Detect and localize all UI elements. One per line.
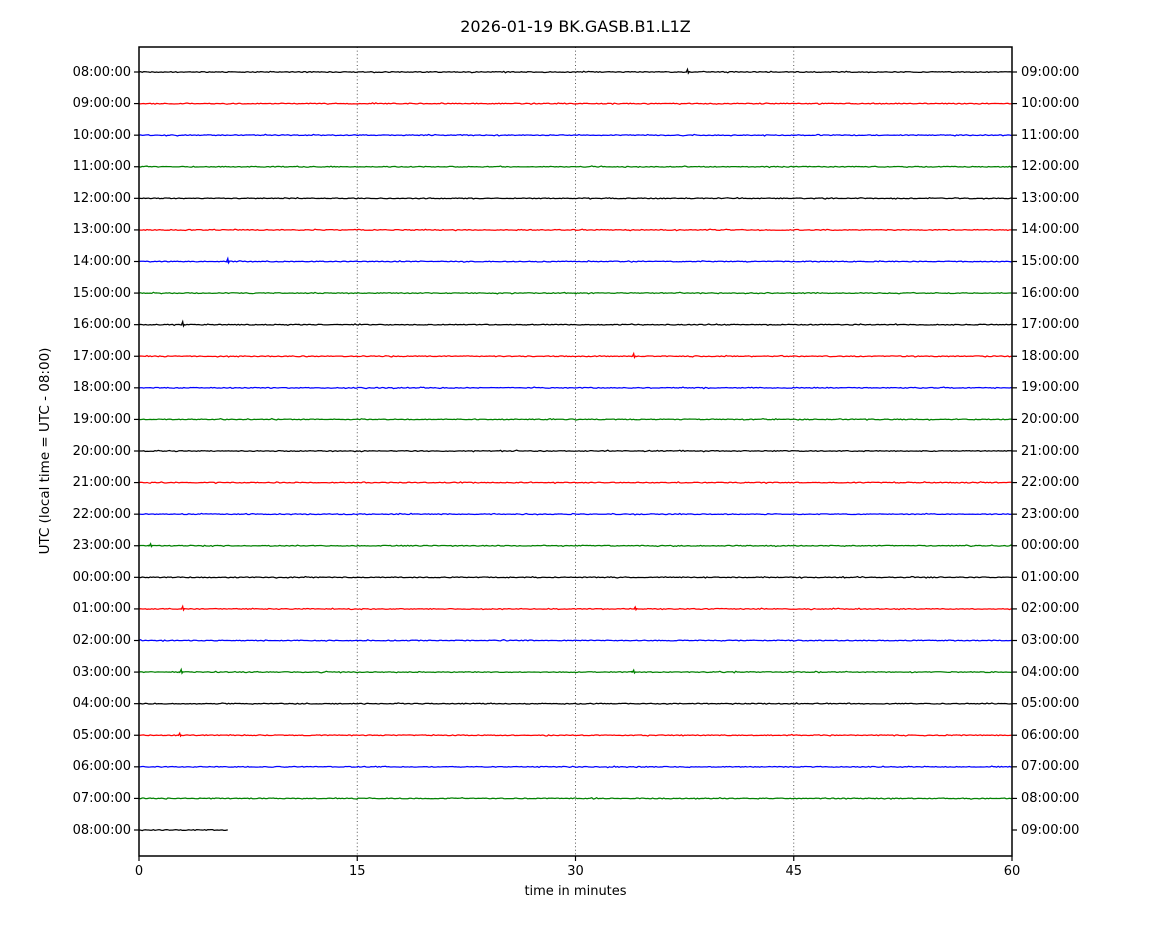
x-tick-label: 15 [348, 864, 366, 879]
local-time-label: 08:00:00 [1021, 790, 1080, 806]
utc-time-label: 21:00:00 [72, 475, 131, 491]
seismic-trace [138, 828, 228, 832]
utc-time-label: 06:00:00 [72, 759, 131, 775]
seismic-trace [138, 133, 1013, 137]
seismic-trace [138, 449, 1013, 453]
utc-time-label: 10:00:00 [72, 127, 131, 143]
seismic-trace [138, 417, 1013, 421]
utc-time-label: 14:00:00 [72, 254, 131, 269]
local-time-label: 21:00:00 [1021, 443, 1080, 459]
local-time-label: 05:00:00 [1021, 696, 1080, 712]
utc-time-label: 08:00:00 [72, 64, 131, 80]
local-time-label: 17:00:00 [1021, 317, 1080, 333]
local-time-label: 19:00:00 [1021, 380, 1080, 396]
utc-time-label: 15:00:00 [72, 285, 131, 301]
x-tick-label: 45 [785, 864, 803, 879]
x-axis-label: time in minutes [524, 884, 627, 899]
seismic-trace [138, 256, 1013, 265]
seismic-trace [138, 196, 1013, 200]
seismic-trace [138, 291, 1013, 295]
utc-time-label: 20:00:00 [72, 443, 131, 459]
utc-time-label: 00:00:00 [72, 569, 131, 585]
utc-time-label: 08:00:00 [72, 822, 131, 838]
seismic-trace [138, 481, 1013, 485]
utc-time-label: 22:00:00 [72, 506, 131, 522]
utc-time-label: 09:00:00 [72, 96, 131, 112]
y-axis-label: UTC (local time = UTC - 08:00) [37, 347, 53, 555]
seismic-trace [138, 638, 1013, 643]
local-time-label: 16:00:00 [1021, 285, 1080, 301]
utc-time-label: 11:00:00 [72, 159, 131, 175]
utc-time-label: 13:00:00 [72, 222, 131, 238]
utc-time-label: 16:00:00 [72, 317, 131, 333]
local-time-label: 14:00:00 [1021, 222, 1080, 238]
seismic-trace [138, 386, 1013, 390]
utc-time-label: 23:00:00 [72, 538, 131, 554]
seismic-trace [138, 797, 1013, 800]
local-time-label: 22:00:00 [1021, 475, 1080, 491]
seismic-trace [138, 351, 1013, 359]
plot-frame [138, 46, 1013, 857]
x-tick-label: 30 [567, 864, 584, 879]
local-time-label: 09:00:00 [1021, 822, 1080, 838]
seismic-trace [138, 604, 1013, 612]
local-time-label: 13:00:00 [1021, 190, 1080, 206]
utc-time-label: 02:00:00 [72, 633, 131, 648]
seismic-trace [138, 702, 1013, 706]
seismic-trace [138, 575, 1013, 579]
seismic-trace [138, 228, 1013, 232]
local-time-label: 12:00:00 [1021, 159, 1080, 175]
local-time-label: 09:00:00 [1021, 64, 1080, 80]
seismic-trace [138, 731, 1013, 738]
utc-time-label: 12:00:00 [72, 190, 131, 206]
x-tick-label: 60 [1003, 864, 1021, 879]
local-time-label: 23:00:00 [1021, 506, 1080, 522]
utc-time-label: 17:00:00 [72, 348, 131, 364]
local-time-label: 10:00:00 [1021, 96, 1080, 112]
seismic-trace [138, 165, 1013, 169]
x-tick-label: 0 [134, 864, 144, 879]
local-time-label: 03:00:00 [1021, 633, 1080, 648]
local-time-label: 18:00:00 [1021, 348, 1080, 364]
local-time-label: 00:00:00 [1021, 538, 1080, 554]
seismic-trace [138, 667, 1013, 675]
local-time-label: 07:00:00 [1021, 759, 1080, 775]
local-time-label: 02:00:00 [1021, 601, 1080, 617]
utc-time-label: 05:00:00 [72, 727, 131, 743]
utc-time-label: 01:00:00 [72, 601, 131, 617]
seismic-trace [138, 765, 1013, 769]
local-time-label: 15:00:00 [1021, 254, 1080, 269]
seismic-trace [138, 319, 1013, 328]
chart-title: 2026-01-19 BK.GASB.B1.L1Z [460, 17, 691, 36]
seismic-trace [138, 542, 1013, 548]
utc-time-label: 19:00:00 [72, 411, 131, 427]
local-time-label: 01:00:00 [1021, 569, 1080, 585]
seismic-trace [138, 67, 1013, 75]
utc-time-label: 18:00:00 [72, 380, 131, 396]
local-time-label: 11:00:00 [1021, 127, 1080, 143]
utc-time-label: 07:00:00 [72, 790, 131, 806]
local-time-label: 20:00:00 [1021, 411, 1080, 427]
seismic-trace [138, 102, 1013, 106]
seismic-trace [138, 512, 1013, 516]
local-time-label: 06:00:00 [1021, 727, 1080, 743]
local-time-label: 04:00:00 [1021, 664, 1080, 680]
utc-time-label: 03:00:00 [72, 664, 131, 680]
utc-time-label: 04:00:00 [72, 696, 131, 712]
